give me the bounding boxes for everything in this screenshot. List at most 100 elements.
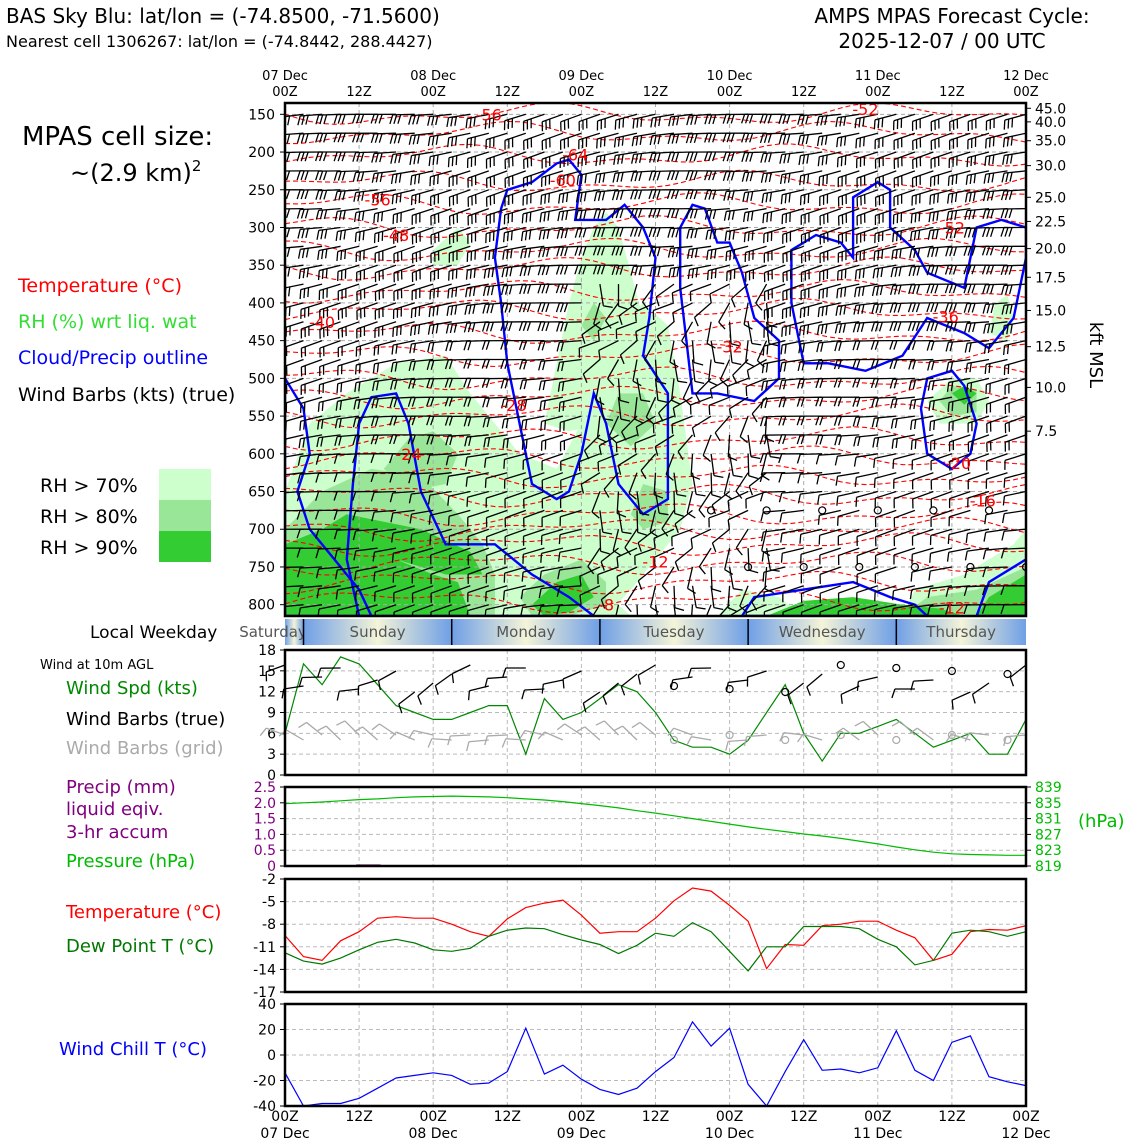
top-hour-label: 12Z [643, 85, 669, 100]
legend-cloud: Cloud/Precip outline [18, 347, 208, 369]
barb-flag [863, 250, 865, 260]
wind-barb [616, 566, 638, 586]
barb-flag [427, 342, 431, 353]
barb-flag [722, 132, 727, 143]
barb-shaft [838, 528, 860, 537]
barb-flag [591, 511, 600, 519]
barb-flag [857, 304, 861, 315]
barb-flag [674, 607, 685, 612]
barb-flag [749, 152, 754, 162]
wind-barb [408, 132, 434, 145]
barb-flag [733, 249, 736, 260]
barb-shaft [412, 283, 434, 292]
barb-flag [988, 155, 991, 166]
wind-barb [835, 302, 860, 316]
pressure-tick-label: 200 [248, 145, 275, 161]
wind-barb [763, 585, 786, 602]
barb-flag [693, 151, 698, 162]
wind-barb [482, 396, 508, 408]
barb-flag [856, 158, 858, 169]
wind-barb [392, 207, 415, 225]
barb-flag [789, 269, 792, 280]
barb-flag [559, 265, 565, 275]
barb-shaft [559, 547, 582, 553]
barb-flag [411, 593, 414, 603]
barb-flag [930, 284, 935, 294]
barb-shaft [819, 509, 841, 516]
barb-flag [931, 247, 935, 258]
barb-flag [264, 247, 267, 256]
barb-flag [870, 359, 875, 369]
barb-flag [799, 175, 802, 186]
wind-barb [739, 415, 749, 444]
y-tick-label: 9 [267, 706, 276, 722]
barb-shaft [949, 434, 971, 443]
barb-flag [375, 153, 379, 163]
barb-flag [392, 573, 395, 583]
wind-barb [893, 490, 916, 509]
barb-flag [671, 536, 673, 547]
wind-barb [519, 264, 545, 277]
barb-flag [351, 114, 357, 124]
barb-flag [344, 249, 347, 260]
barb-flag [415, 252, 418, 262]
barb-flag [374, 133, 379, 143]
wind-barb [299, 396, 323, 413]
barb-flag [317, 250, 320, 260]
barb-flag [934, 265, 939, 276]
barb-flag [485, 159, 488, 169]
wind-barb [390, 377, 415, 390]
barb-shaft [745, 604, 767, 614]
barb-flag [910, 213, 913, 224]
wind-barb [334, 547, 360, 560]
barb-shaft [541, 547, 564, 555]
barb-flag [952, 265, 958, 275]
barb-flag [826, 194, 829, 204]
wind-barb [411, 245, 434, 264]
barb-flag [690, 115, 694, 125]
barb-flag [839, 116, 843, 127]
barb-shaft [504, 566, 526, 574]
barb-flag [356, 417, 361, 427]
wind-barb [337, 321, 360, 339]
barb-flag [597, 209, 602, 219]
wind-barb [538, 604, 563, 616]
barb-flag [708, 190, 713, 200]
barb-flag [967, 479, 969, 490]
barb-flag [334, 191, 338, 201]
temperature-contour-label: -36 [933, 307, 959, 326]
barb-flag [735, 490, 743, 499]
barb-flag [745, 133, 750, 143]
barb-flag [296, 567, 301, 578]
wind-barb [315, 189, 341, 200]
barb-flag [279, 511, 282, 520]
barb-flag [326, 307, 329, 317]
wind-barb [673, 472, 687, 497]
wind-barb [285, 226, 304, 238]
wind-barb [1000, 283, 1026, 295]
barb-flag [582, 373, 588, 383]
wind-barb-true [836, 660, 845, 670]
barb-flag [359, 327, 362, 338]
wind-barb [1000, 189, 1026, 201]
barb-shaft [782, 245, 804, 255]
barb-flag [988, 137, 991, 148]
barb-flag [949, 121, 951, 132]
barb-flag [947, 176, 950, 186]
wind-barb [1004, 396, 1026, 415]
barb-shaft [875, 566, 897, 575]
wind-barb [687, 264, 712, 280]
barb-flag [731, 361, 742, 366]
barb-shaft [727, 509, 749, 521]
barb-flag [703, 151, 709, 162]
barb-flag [727, 607, 737, 613]
wind-barb [873, 113, 897, 130]
barb-flag [982, 191, 987, 202]
barb-flag [447, 516, 450, 526]
barb-flag [751, 413, 758, 423]
barb-flag [947, 534, 950, 545]
barb-flag [797, 473, 801, 484]
barb-flag [268, 209, 271, 218]
wind-barb [640, 453, 656, 479]
wind-barb [984, 509, 1008, 525]
